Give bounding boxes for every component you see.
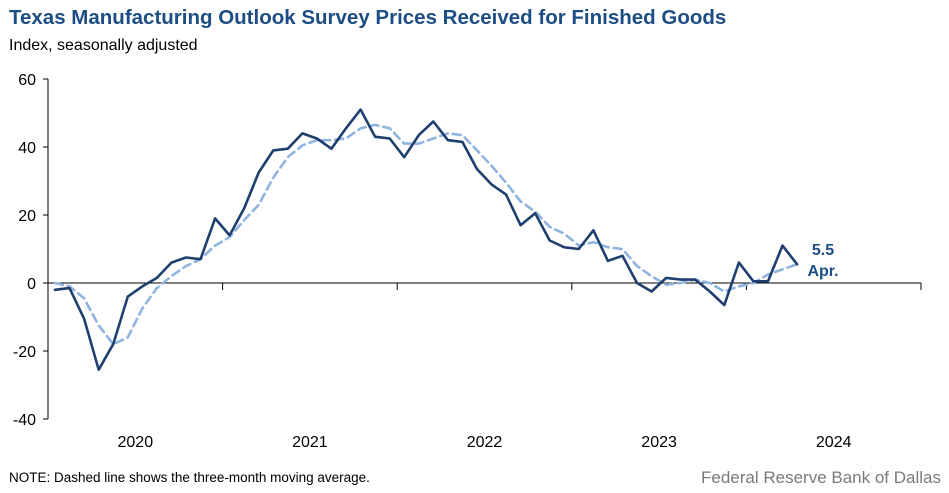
y-tick-label: 60 — [18, 72, 36, 89]
source-credit: Federal Reserve Bank of Dallas — [700, 468, 941, 487]
latest-month-label: Apr. — [807, 263, 838, 280]
y-tick-label: 20 — [18, 208, 36, 225]
x-tick-label: 2024 — [816, 434, 852, 451]
footnote: NOTE: Dashed line shows the three-month … — [9, 470, 370, 485]
y-tick-label: 0 — [27, 276, 36, 293]
chart-title: Texas Manufacturing Outlook Survey Price… — [9, 6, 727, 29]
y-tick-label: 40 — [18, 140, 36, 157]
index-series-line — [53, 108, 799, 372]
x-tick-label: 2021 — [292, 434, 328, 451]
x-tick-label: 2020 — [118, 434, 154, 451]
y-tick-label: -20 — [13, 344, 36, 361]
chart-subtitle: Index, seasonally adjusted — [9, 37, 198, 54]
x-tick-label: 2022 — [467, 434, 503, 451]
latest-value-label: 5.5 — [812, 242, 834, 259]
x-tick-label: 2023 — [641, 434, 677, 451]
moving-average-line — [53, 123, 799, 346]
y-tick-label: -40 — [13, 412, 36, 429]
